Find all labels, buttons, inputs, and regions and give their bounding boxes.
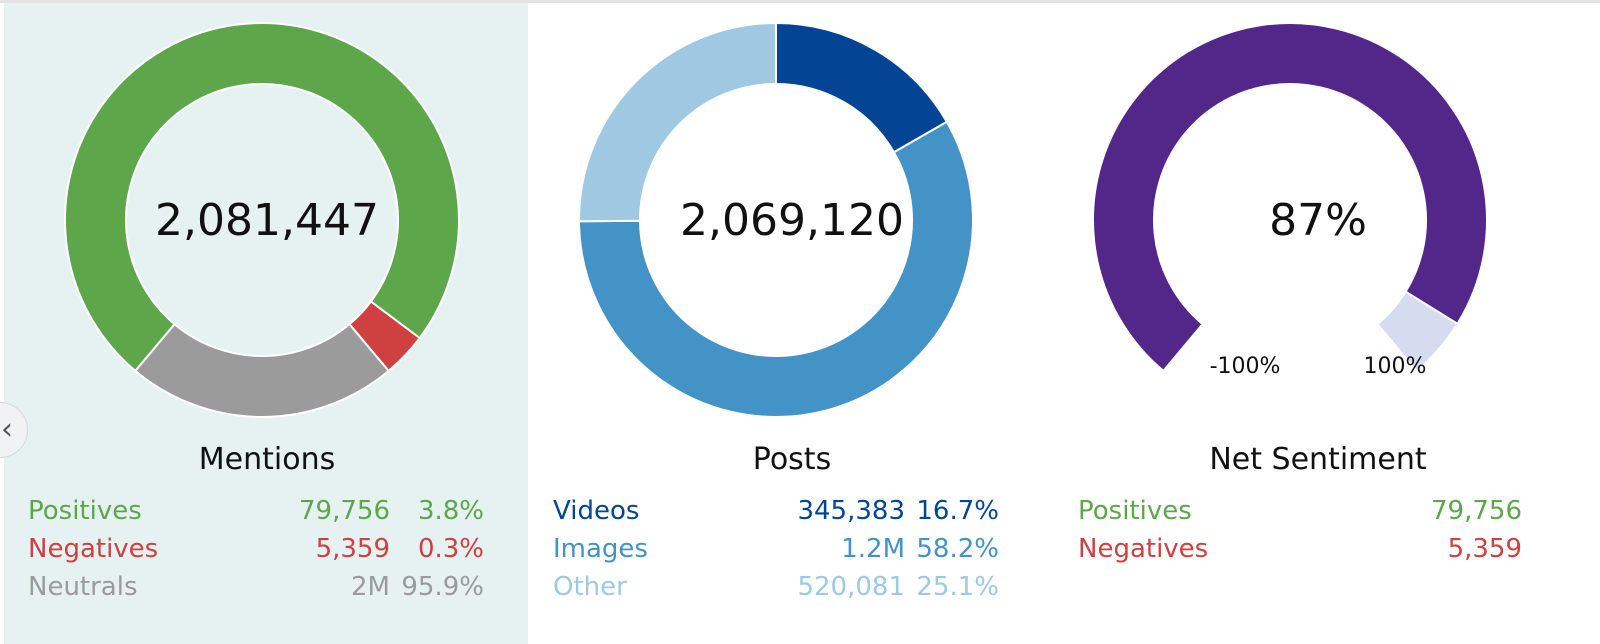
legend-label: Positives [1078, 496, 1192, 526]
mentions-panel[interactable] [4, 3, 528, 644]
gauge-value-arc[interactable] [1092, 22, 1488, 373]
legend-value: 79,756 [1431, 496, 1522, 526]
legend-percent: 25.1% [916, 572, 999, 602]
legend-percent: 58.2% [916, 534, 999, 564]
legend-value: 2M [351, 572, 390, 602]
legend-label: Negatives [28, 534, 159, 564]
net-sentiment-value: 87% [1269, 195, 1367, 246]
legend-label: Positives [28, 496, 142, 526]
gauge-max-label: 100% [1363, 354, 1427, 379]
legend-value: 345,383 [797, 496, 905, 526]
net-sentiment-legend: Positives 79,756 Negatives 5,359 [1078, 492, 1558, 568]
slice-other[interactable] [577, 21, 777, 223]
mentions-title: Mentions [198, 442, 336, 477]
legend-row-other[interactable]: Other 520,081 25.1% [553, 568, 1021, 606]
legend-label: Videos [553, 496, 640, 526]
legend-percent: 16.7% [916, 496, 999, 526]
legend-value: 1.2M [841, 534, 905, 564]
legend-row-neutrals[interactable]: Neutrals 2M 95.9% [28, 568, 496, 606]
legend-label: Negatives [1078, 534, 1209, 564]
legend-value: 520,081 [797, 572, 905, 602]
mentions-legend: Positives 79,756 3.8% Negatives 5,359 0.3% Neu… [28, 492, 496, 606]
gauge-remaining-arc[interactable] [1376, 290, 1459, 373]
legend-row-positives[interactable]: Positives 79,756 [1078, 492, 1558, 530]
chevron-left-icon: ‹ [1, 412, 13, 447]
top-divider [0, 0, 1600, 3]
posts-legend: Videos 345,383 16.7% Images 1.2M 58.2% Other 52… [553, 492, 1021, 606]
legend-percent: 95.9% [401, 572, 484, 602]
slice-positives[interactable] [64, 22, 460, 373]
legend-row-negatives[interactable]: Negatives 5,359 [1078, 530, 1558, 568]
posts-title: Posts [752, 442, 832, 477]
legend-row-negatives[interactable]: Negatives 5,359 0.3% [28, 530, 496, 568]
legend-label: Neutrals [28, 572, 138, 602]
charts-svg [64, 21, 1488, 418]
legend-row-positives[interactable]: Positives 79,756 3.8% [28, 492, 496, 530]
legend-row-videos[interactable]: Videos 345,383 16.7% [553, 492, 1021, 530]
legend-percent: 0.3% [417, 534, 484, 564]
legend-label: Images [553, 534, 648, 564]
net-sentiment-title: Net Sentiment [1209, 442, 1427, 477]
slice-neutrals[interactable] [133, 322, 391, 418]
legend-percent: 3.8% [417, 496, 484, 526]
slice-images[interactable] [577, 120, 974, 418]
legend-value: 5,359 [1447, 534, 1522, 564]
posts-total-value: 2,069,120 [680, 195, 904, 246]
legend-value: 79,756 [299, 496, 390, 526]
legend-value: 5,359 [315, 534, 390, 564]
gauge-min-label: -100% [1209, 354, 1281, 379]
mentions-total-value: 2,081,447 [155, 195, 379, 246]
legend-label: Other [553, 572, 627, 602]
legend-row-images[interactable]: Images 1.2M 58.2% [553, 530, 1021, 568]
